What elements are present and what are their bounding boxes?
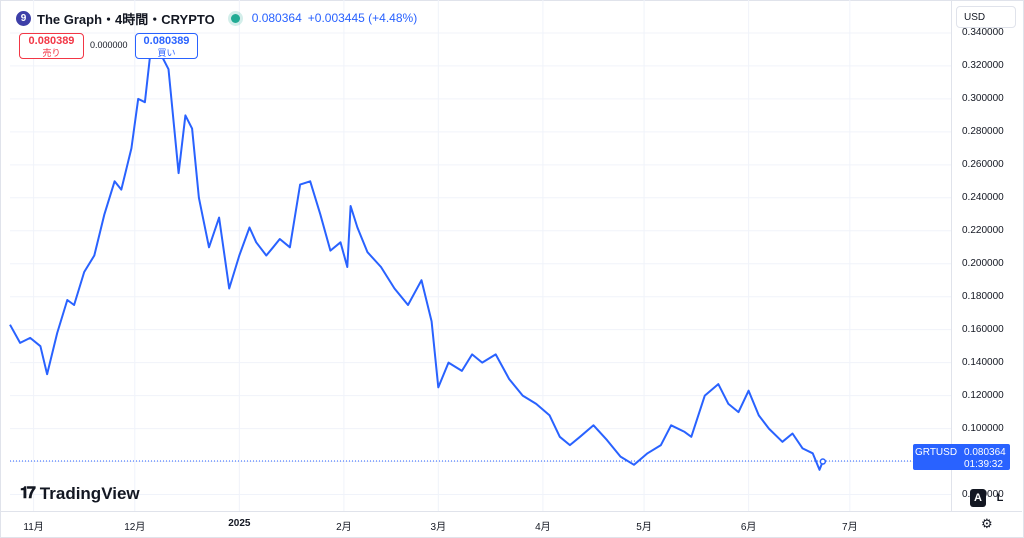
spread-value: 0.000000 <box>90 40 128 50</box>
settings-gear-icon[interactable]: ⚙ <box>981 516 993 531</box>
time-axis-tick-label: 7月 <box>842 522 858 533</box>
time-axis-tick-label: 2025 <box>228 518 251 529</box>
time-axis-tick-label: 12月 <box>124 522 146 533</box>
market-open-icon <box>230 13 240 23</box>
the-graph-logo-icon: 9 <box>16 10 31 26</box>
price-axis-tick-label: 0.240000 <box>962 191 1004 203</box>
time-axis-tick-label: 11月 <box>23 522 44 533</box>
sell-button[interactable]: 0.080389 売り <box>19 33 84 59</box>
time-axis-tick-label: 2月 <box>336 522 352 533</box>
log-scale-button[interactable]: L <box>996 492 1004 504</box>
last-price-marker <box>819 458 827 465</box>
symbol-title[interactable]: The Graph・4時間・CRYPTO <box>37 11 215 27</box>
watermark-text: TradingView <box>39 484 140 503</box>
last-price: 0.080364 <box>251 11 302 25</box>
price-change: +0.003445 (+4.48%) <box>307 11 418 25</box>
time-axis-tick-label: 4月 <box>535 522 551 533</box>
buy-button[interactable]: 0.080389 買い <box>135 33 198 59</box>
tradingview-logo-icon: 𝟏𝟕 <box>20 485 36 502</box>
buy-price: 0.080389 <box>143 35 190 47</box>
price-tag-price: 0.080364 <box>964 447 1006 458</box>
time-axis-border <box>0 511 1022 512</box>
price-tag-symbol: GRTUSD <box>915 447 958 458</box>
grid-lines <box>10 0 951 511</box>
price-axis-tick-label: 0.120000 <box>962 389 1004 401</box>
last-price-tag: GRTUSD 0.080364 01:39:32 <box>913 444 1010 470</box>
auto-scale-button[interactable]: A <box>970 489 986 507</box>
price-tag-countdown: 01:39:32 <box>964 459 1003 470</box>
price-axis-tick-label: 0.280000 <box>962 125 1004 137</box>
price-axis-tick-label: 0.160000 <box>962 323 1004 335</box>
time-axis-tick-label: 5月 <box>636 522 652 533</box>
symbol-header: 9 The Graph・4時間・CRYPTO 0.080364 +0.00344… <box>16 9 417 27</box>
time-axis-tick-label: 3月 <box>430 522 447 533</box>
price-axis-tick-label: 0.180000 <box>962 290 1004 302</box>
currency-selector[interactable]: USD <box>956 6 1016 28</box>
price-axis-tick-label: 0.320000 <box>962 59 1004 71</box>
buy-label: 買い <box>157 48 176 58</box>
tradingview-watermark[interactable]: 𝟏𝟕 TradingView <box>20 484 140 504</box>
price-axis-tick-label: 0.340000 <box>962 26 1004 38</box>
price-axis-tick-label: 0.260000 <box>962 158 1004 170</box>
price-axis-tick-label: 0.100000 <box>962 422 1004 434</box>
price-axis-tick-label: 0.200000 <box>962 257 1004 269</box>
sell-price: 0.080389 <box>28 35 75 47</box>
price-line-series <box>9 40 824 471</box>
price-axis-tick-label: 0.140000 <box>962 356 1004 368</box>
time-axis-tick-label: 6月 <box>740 522 757 533</box>
price-axis-tick-label: 0.220000 <box>962 224 1004 236</box>
price-axis-tick-label: 0.300000 <box>962 92 1004 104</box>
sell-label: 売り <box>42 48 61 58</box>
price-axis-border <box>951 0 952 511</box>
